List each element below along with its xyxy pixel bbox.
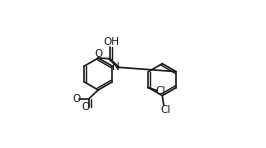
Text: Cl: Cl [155, 86, 165, 96]
Text: O: O [82, 102, 90, 112]
Text: O: O [72, 94, 80, 104]
Text: O: O [94, 49, 103, 59]
Text: N: N [113, 62, 120, 72]
Text: OH: OH [103, 37, 119, 48]
Text: Cl: Cl [160, 105, 171, 115]
